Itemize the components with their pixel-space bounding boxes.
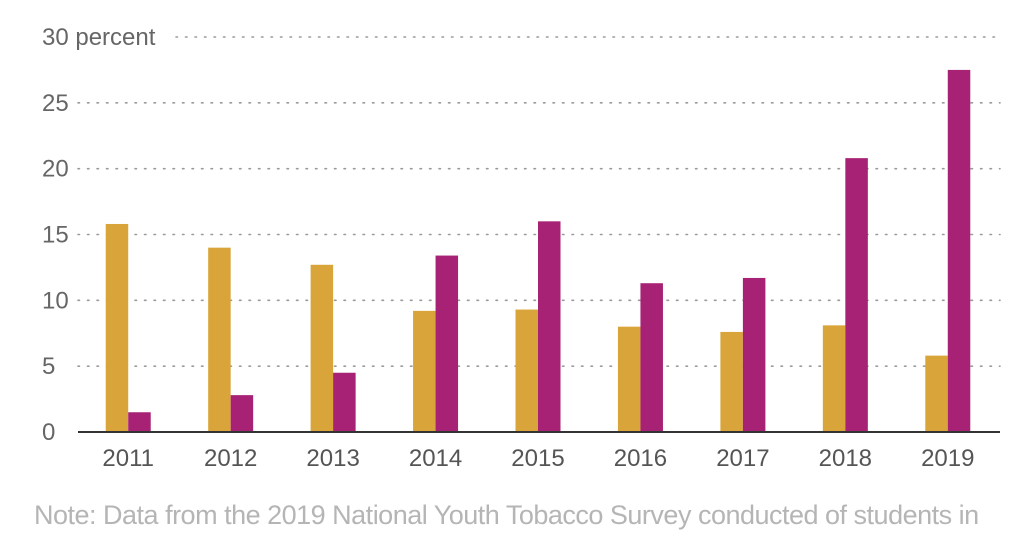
x-tick-label: 2012 (204, 445, 257, 472)
bar-series-1-2018 (822, 325, 846, 432)
bar-series-2-2018 (845, 158, 868, 432)
bar-series-1-2015 (515, 309, 538, 432)
y-tick-label: 0 (42, 419, 55, 446)
bar-series-1-2011 (105, 223, 129, 432)
bar-series-2-2017 (742, 277, 766, 432)
bar-series-2-2015 (538, 221, 561, 432)
x-tick-label: 2017 (716, 445, 769, 472)
x-tick-label: 2013 (306, 445, 359, 472)
bar-series-1-2012 (208, 247, 231, 432)
bars (105, 69, 971, 433)
x-axis-ticks: 2011 2012 2013 2014 2015 2016 2017 2018 2019 (102, 445, 974, 472)
y-tick-label: 10 (42, 287, 69, 314)
y-tick-label: 30 percent (42, 24, 156, 51)
bar-series-2-2014 (435, 255, 459, 432)
bar-series-1-2019 (925, 355, 948, 432)
bar-series-2-2019 (947, 69, 971, 433)
bar-series-1-2013 (310, 264, 334, 432)
footnote: Note: Data from the 2019 National Youth … (34, 500, 979, 530)
y-tick-label: 5 (42, 353, 55, 380)
bar-series-1-2016 (617, 326, 641, 432)
y-tick-label: 20 (42, 156, 69, 183)
y-tick-label: 15 (42, 222, 69, 249)
x-tick-label: 2014 (409, 445, 462, 472)
x-tick-label: 2018 (819, 445, 872, 472)
x-tick-label: 2015 (511, 445, 564, 472)
bar-series-2-2012 (230, 395, 254, 432)
y-axis-ticks: 0 5 10 15 20 25 30 percent (42, 24, 156, 446)
bar-series-1-2017 (720, 331, 743, 432)
bar-series-2-2016 (640, 283, 663, 432)
bar-series-2-2011 (128, 412, 151, 432)
bar-series-1-2014 (413, 310, 436, 432)
x-tick-label: 2011 (102, 445, 154, 472)
x-tick-label: 2019 (921, 445, 974, 472)
bar-series-2-2013 (333, 372, 356, 432)
x-tick-label: 2016 (614, 445, 667, 472)
y-tick-label: 25 (42, 90, 69, 117)
gridlines (77, 36, 1001, 367)
